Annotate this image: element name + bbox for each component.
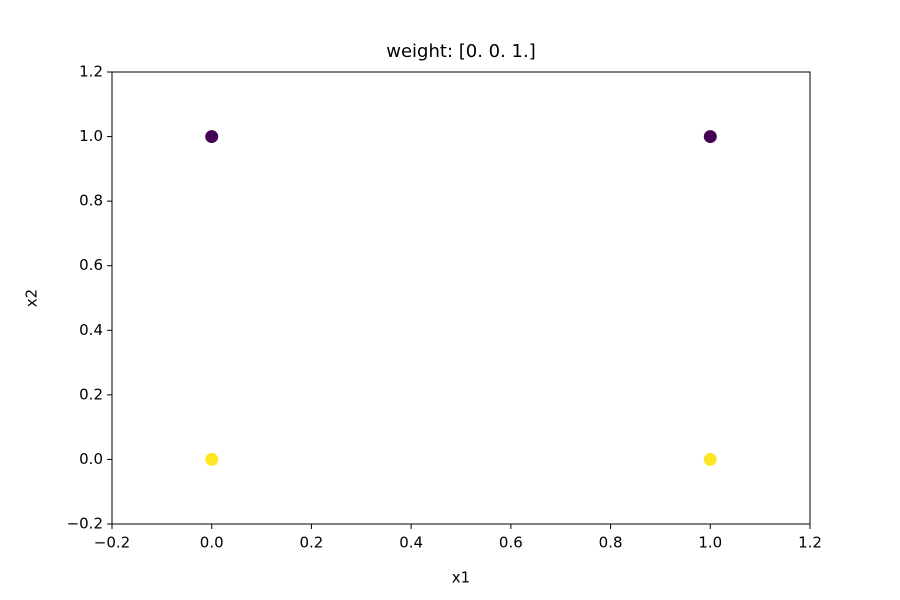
y-tick-label: −0.2 [67, 515, 103, 533]
x-tick-label: 0.0 [200, 534, 224, 552]
y-tick-label: 0.6 [79, 256, 103, 274]
x-tick-label: 0.6 [499, 534, 523, 552]
plot-frame [111, 71, 811, 525]
point [205, 130, 219, 144]
y-tick-label: 0.0 [79, 450, 103, 468]
chart-title: weight: [0. 0. 1.] [386, 41, 535, 62]
x-tick-label: 1.0 [698, 534, 722, 552]
y-tick-label: 1.2 [79, 63, 103, 81]
x-axis-label: x1 [452, 569, 470, 587]
y-tick-label: 0.2 [79, 385, 103, 403]
y-tick-label: 0.4 [79, 321, 103, 339]
x-tick-label: −0.2 [94, 534, 130, 552]
y-axis-label: x2 [23, 289, 41, 307]
point [703, 130, 717, 144]
y-tick-label: 1.0 [79, 127, 103, 145]
x-tick-label: 1.2 [798, 534, 822, 552]
point [205, 452, 219, 466]
point [703, 452, 717, 466]
y-tick-label: 0.8 [79, 192, 103, 210]
x-tick-label: 0.2 [299, 534, 323, 552]
x-tick-label: 0.4 [399, 534, 423, 552]
x-tick-label: 0.8 [599, 534, 623, 552]
